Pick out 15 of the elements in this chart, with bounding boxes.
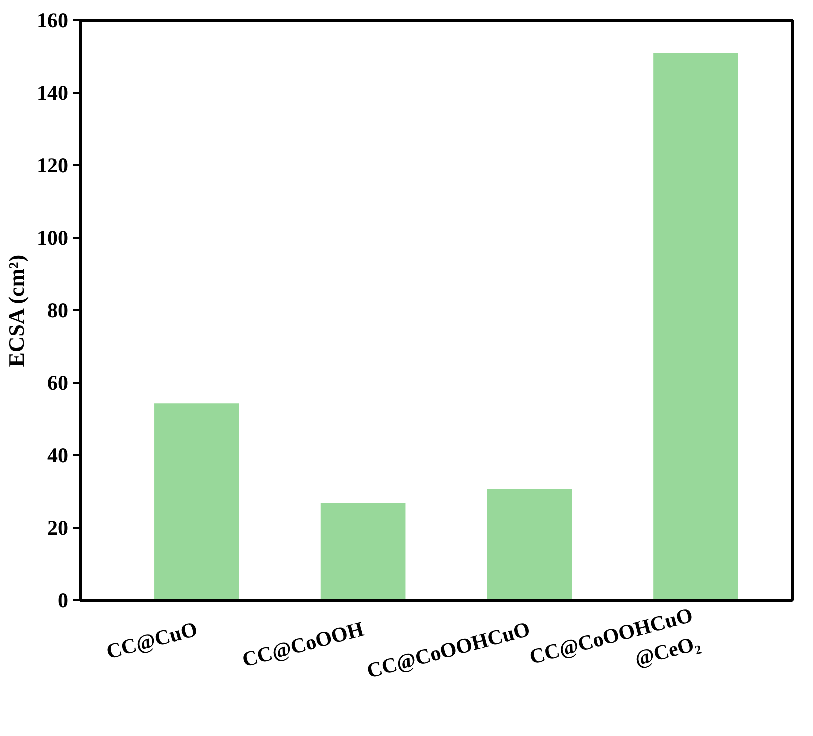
y-tick-label: 160 (37, 8, 68, 32)
y-tick-label: 140 (37, 81, 68, 105)
bar (487, 489, 572, 600)
bar (320, 502, 406, 600)
bar (654, 53, 738, 600)
y-tick-label: 20 (48, 516, 68, 540)
y-axis-title: ECSA (cm²) (4, 254, 29, 368)
bar (154, 404, 240, 600)
y-tick-label: 60 (48, 371, 68, 395)
y-tick-label: 0 (58, 588, 68, 612)
y-tick-label: 120 (37, 154, 68, 178)
x-tick-label: CC@CuO (104, 616, 200, 664)
y-tick-label: 40 (48, 444, 68, 468)
y-tick-label: 80 (48, 298, 68, 322)
y-tick-label: 100 (37, 226, 68, 250)
